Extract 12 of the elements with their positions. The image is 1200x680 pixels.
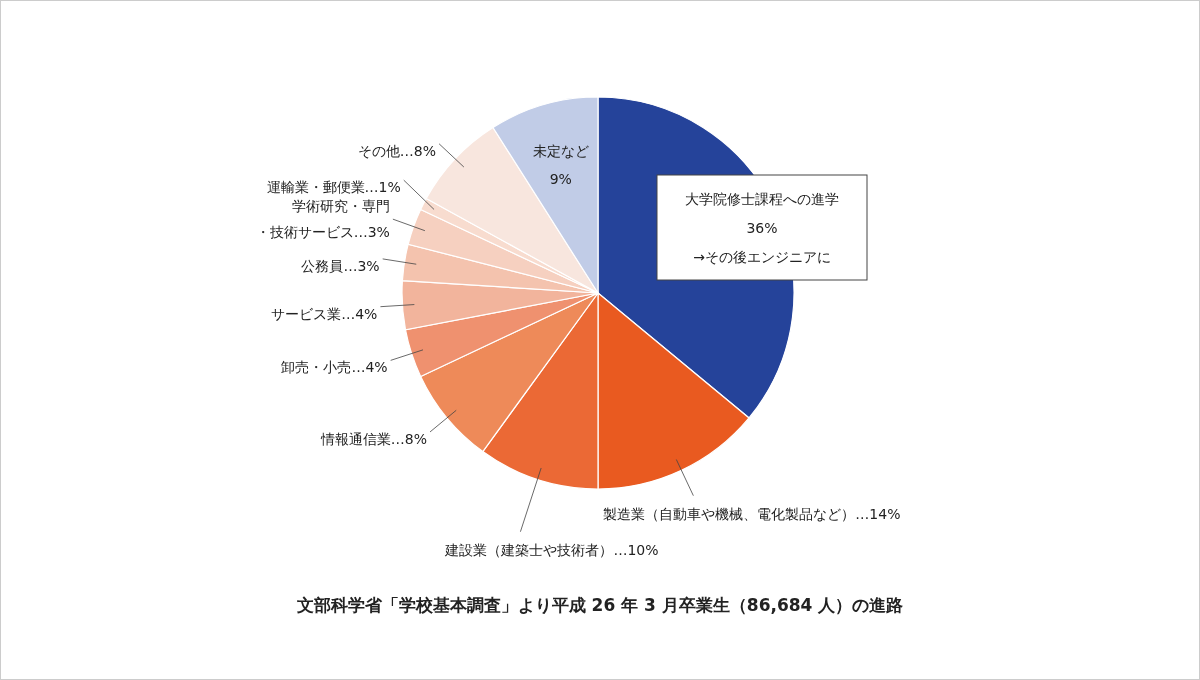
slice-label: その他…8% [357,142,437,159]
slice-label: 製造業（自動車や機械、電化製品など）…14% [603,505,901,522]
slice-label: 情報通信業…8% [319,430,428,447]
slice-label: 公務員…3% [301,257,380,274]
slice-label: 大学院修士課程への進学 36% →その後エンジニアに [685,190,839,265]
slice-label: 建設業（建築士や技術者）…10% [444,541,659,558]
slice-label: 卸売・小売…4% [281,359,388,376]
slice-label: 運輸業・郵便業…1% [266,179,401,196]
text: 文部科学省「学校基本調査」より平成 26 年 3 月卒業生（86,684 人）の進路 [295,595,904,615]
slice-label: 未定など 9% [532,143,589,188]
slice-label: サービス業…4% [271,305,378,322]
slice-label: 学術研究・専門・技術サービス…3% [255,198,390,241]
